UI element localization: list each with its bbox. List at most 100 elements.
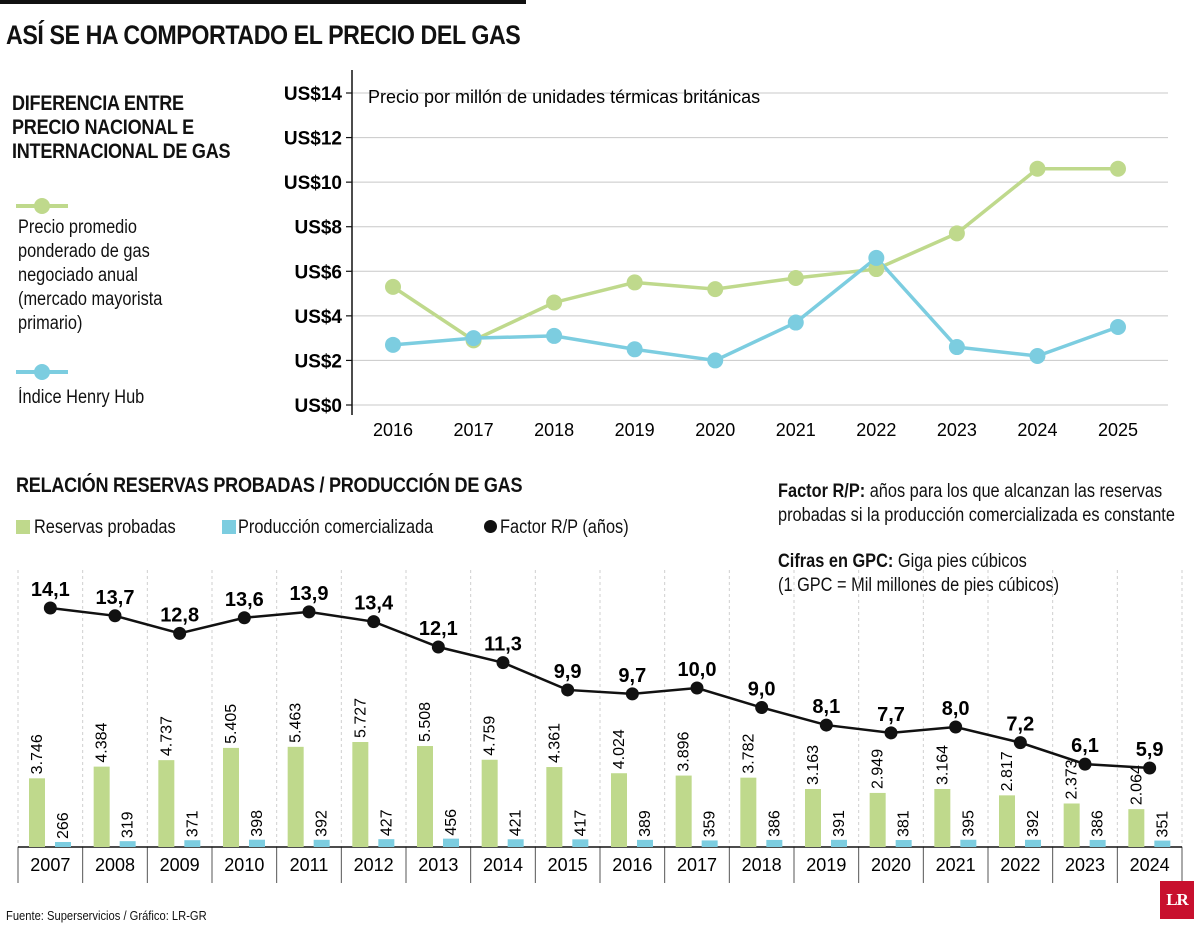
rp-point <box>625 687 639 701</box>
reserves-value-label: 4.737 <box>158 716 175 756</box>
production-value-label: 371 <box>184 810 201 837</box>
legend-rp-label: Factor R/P (años) <box>500 517 629 538</box>
reserves-bar <box>352 742 369 847</box>
production-value-label: 386 <box>766 810 783 837</box>
price-heading-line: PRECIO NACIONAL E <box>12 116 194 139</box>
reserves-value-label: 2.817 <box>999 751 1016 791</box>
production-bar <box>701 840 718 847</box>
reserves-bar <box>805 789 821 847</box>
reserves-bar <box>611 773 627 847</box>
production-bar <box>55 842 71 847</box>
series-point <box>1110 319 1126 335</box>
production-bar <box>831 839 847 847</box>
note-bold: Cifras en GPC: <box>778 551 894 572</box>
production-value-label: 456 <box>443 809 460 836</box>
legend-line: primario) <box>18 313 83 334</box>
production-bar <box>184 840 201 847</box>
series-point <box>1110 160 1126 177</box>
reserves-bar <box>481 759 498 847</box>
x-tick-label: 2025 <box>1098 420 1138 440</box>
price-line-chart: US$0 US$2 US$4 US$6 US$8 US$10 US$12 US$14 Preci… <box>284 70 1168 440</box>
production-bar <box>443 838 459 847</box>
rp-value-label: 14,1 <box>31 579 70 601</box>
production-bar <box>895 840 912 847</box>
rp-value-label: 6,1 <box>1071 735 1099 757</box>
rp-point <box>884 726 898 740</box>
source-note: Fuente: Superservicios / Gráfico: LR-GR <box>6 908 207 923</box>
production-value-label: 421 <box>508 809 525 836</box>
reserves-value-label: 5.727 <box>352 698 369 738</box>
reserves-value-label: 5.463 <box>288 703 305 743</box>
lr-logo: LR <box>1160 881 1194 919</box>
production-value-label: 389 <box>637 810 654 837</box>
production-bar <box>637 839 653 847</box>
x-tick-label: 2023 <box>1065 855 1105 875</box>
legend-reserves-swatch <box>16 520 30 534</box>
x-tick-label: 2014 <box>483 855 523 875</box>
series-point <box>948 225 965 242</box>
rp-value-label: 10,0 <box>678 659 717 681</box>
production-bar <box>960 839 977 847</box>
x-tick-label: 2023 <box>937 420 977 440</box>
price-heading-line: INTERNACIONAL DE GAS <box>12 140 231 163</box>
production-bar <box>572 839 589 847</box>
production-bar <box>313 839 330 847</box>
rp-point <box>1078 757 1092 771</box>
reserves-value-label: 3.746 <box>29 734 46 774</box>
reserves-bar <box>93 766 110 847</box>
rp-point <box>561 683 575 697</box>
x-tick-label: 2024 <box>1017 420 1057 440</box>
reserves-value-label: 4.759 <box>482 716 499 756</box>
x-tick-label: 2007 <box>30 855 70 875</box>
production-value-label: 392 <box>1025 810 1042 837</box>
y-tick-label: US$8 <box>294 218 342 239</box>
legend-line: negociado anual <box>18 265 138 286</box>
reserves-bar <box>546 767 563 847</box>
production-bar <box>249 839 265 847</box>
reserves-bar <box>999 795 1015 847</box>
rp-point <box>43 601 57 615</box>
reserves-value-label: 2.373 <box>1064 759 1081 799</box>
note-text: Giga pies cúbicos <box>893 551 1027 572</box>
x-tick-label: 2020 <box>871 855 911 875</box>
y-tick-label: US$12 <box>284 129 342 150</box>
reserves-bar <box>223 747 239 847</box>
rp-value-label: 7,2 <box>1006 714 1034 736</box>
series-point <box>385 336 401 353</box>
series-line <box>392 167 1118 343</box>
production-bar <box>378 839 395 847</box>
note-text: (1 GPC = Mil millones de pies cúbicos) <box>778 575 1060 596</box>
reserves-bar <box>675 775 692 847</box>
production-value-label: 417 <box>572 810 589 837</box>
series-point <box>787 269 804 286</box>
x-tick-label: 2016 <box>612 855 652 875</box>
x-tick-label: 2016 <box>373 420 413 440</box>
x-tick-label: 2017 <box>454 420 494 440</box>
production-bar <box>766 839 783 847</box>
rp-point <box>431 640 445 654</box>
rp-value-label: 8,0 <box>942 698 970 720</box>
x-tick-label: 2017 <box>677 855 717 875</box>
series-point <box>546 294 563 311</box>
rp-value-label: 9,0 <box>748 679 776 701</box>
series-point <box>948 339 965 356</box>
rp-point <box>496 656 510 670</box>
reserves-value-label: 3.896 <box>676 731 693 771</box>
page-title: ASÍ SE HA COMPORTADO EL PRECIO DEL GAS <box>6 20 521 50</box>
x-tick-label: 2021 <box>776 420 816 440</box>
x-tick-label: 2019 <box>615 420 655 440</box>
rp-point <box>1143 761 1157 775</box>
rp-value-label: 13,4 <box>354 593 394 615</box>
series-point <box>385 278 401 295</box>
rp-point <box>1013 736 1027 750</box>
production-value-label: 398 <box>249 810 266 837</box>
production-value-label: 427 <box>378 809 395 836</box>
reserves-value-label: 3.163 <box>805 745 822 785</box>
legend-line: (mercado mayorista <box>18 289 163 310</box>
legend-rp-marker <box>484 520 497 533</box>
chart-annotation: Precio por millón de unidades térmicas b… <box>368 87 760 107</box>
production-value-label: 381 <box>896 810 913 837</box>
y-tick-label: US$6 <box>294 262 342 283</box>
x-tick-label: 2010 <box>224 855 264 875</box>
production-value-label: 266 <box>55 812 72 839</box>
